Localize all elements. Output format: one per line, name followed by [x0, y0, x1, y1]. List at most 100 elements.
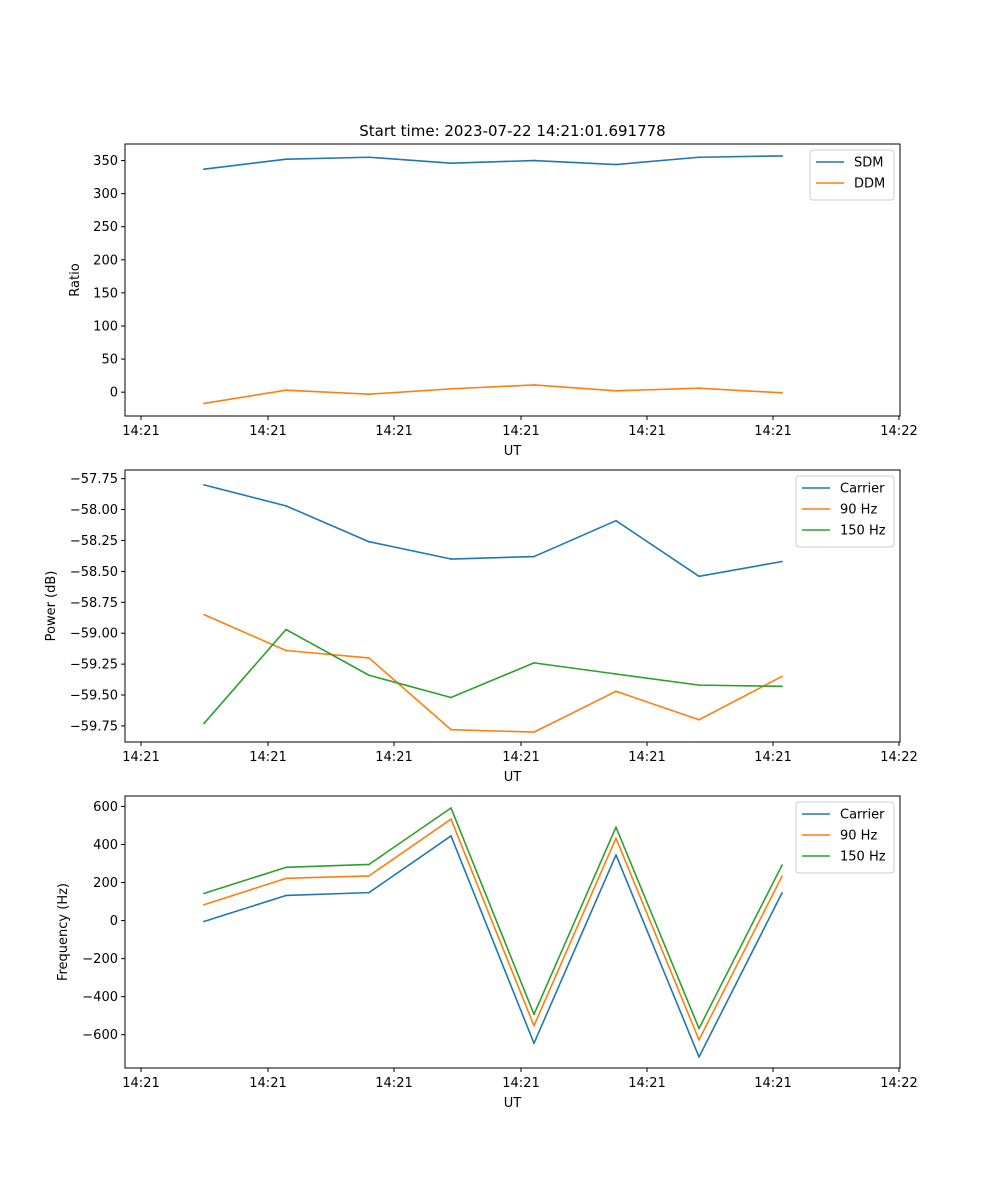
- data-point: [533, 661, 535, 664]
- y-tick-label: 0: [110, 914, 118, 929]
- x-tick-label: 14:21: [249, 1076, 286, 1091]
- x-tick-label: 14:22: [880, 424, 917, 439]
- y-tick-label: 50: [101, 353, 118, 368]
- chart-panel-3: 14:21 14:21 14:21 14:21 14:21 14:21 14:22 600 40…: [56, 795, 918, 1111]
- x-tick-label: 14:21: [122, 1076, 159, 1091]
- y-tick-label: −600: [82, 1028, 118, 1043]
- y-tick-label: 300: [93, 187, 118, 202]
- y-axis-label: Frequency (Hz): [56, 883, 71, 981]
- y-tick-label: 350: [93, 154, 118, 169]
- data-point: [781, 875, 783, 878]
- x-tick-label: 14:22: [880, 750, 917, 765]
- y-tick-label: 100: [93, 319, 118, 334]
- data-point: [285, 389, 287, 392]
- data-point: [781, 892, 783, 894]
- data-point: [368, 657, 370, 659]
- series-line-sdm: [203, 155, 783, 170]
- data-point: [450, 162, 452, 165]
- legend-label: Carrier: [840, 808, 885, 823]
- x-tick-label: 14:21: [375, 1076, 412, 1091]
- legend-label: 90 Hz: [840, 829, 877, 844]
- y-tick-label: 250: [93, 220, 118, 235]
- x-tick-label: 14:21: [754, 1076, 791, 1091]
- x-tick-label: 14:21: [502, 1076, 539, 1091]
- x-tick-label: 14:21: [122, 424, 159, 439]
- data-point: [533, 159, 535, 162]
- data-point: [698, 1056, 700, 1058]
- series-line-150-hz: [203, 628, 783, 724]
- x-axis-label: UT: [504, 1096, 522, 1111]
- data-point: [368, 540, 370, 543]
- y-tick-label: −59.25: [70, 658, 118, 673]
- y-tick-label: 400: [93, 838, 118, 853]
- data-point: [615, 163, 617, 166]
- series-line-carrier: [203, 835, 783, 1058]
- series-line-carrier: [203, 484, 783, 578]
- data-point: [533, 1013, 535, 1016]
- y-tick-label: −59.00: [70, 627, 118, 642]
- axes-frame: [124, 143, 901, 417]
- axes-frame: [124, 795, 901, 1069]
- data-point: [203, 168, 205, 171]
- data-point: [203, 920, 205, 923]
- x-tick-label: 14:21: [375, 424, 412, 439]
- data-point: [781, 685, 783, 688]
- data-point: [368, 891, 370, 894]
- legend-label: Carrier: [840, 482, 885, 497]
- data-point: [450, 728, 452, 731]
- data-point: [533, 384, 535, 386]
- axes-frame: [124, 469, 901, 743]
- chart-title: Start time: 2023-07-22 14:21:01.691778: [359, 122, 665, 140]
- data-point: [615, 690, 617, 693]
- data-point: [368, 874, 370, 877]
- y-tick-label: −57.75: [70, 472, 118, 487]
- data-point: [285, 649, 287, 652]
- data-point: [450, 558, 452, 560]
- y-tick-label: −59.75: [70, 719, 118, 734]
- data-point: [450, 696, 452, 699]
- y-tick-label: −200: [82, 952, 118, 967]
- data-point: [203, 903, 205, 906]
- legend-label: SDM: [854, 156, 883, 171]
- x-tick-label: 14:21: [628, 424, 665, 439]
- data-point: [203, 483, 205, 486]
- data-point: [450, 835, 452, 837]
- x-tick-label: 14:21: [375, 750, 412, 765]
- data-point: [698, 684, 700, 687]
- x-tick-label: 14:22: [880, 1076, 917, 1091]
- y-axis-label: Ratio: [68, 263, 83, 296]
- y-tick-label: 200: [93, 253, 118, 268]
- data-point: [615, 826, 617, 829]
- data-point: [533, 555, 535, 558]
- y-tick-label: −59.50: [70, 689, 118, 704]
- data-point: [615, 837, 617, 840]
- legend-label: 150 Hz: [840, 524, 886, 539]
- data-point: [533, 1042, 535, 1045]
- data-point: [781, 864, 783, 867]
- x-axis-label: UT: [504, 444, 522, 459]
- data-point: [615, 854, 617, 856]
- data-point: [368, 674, 370, 677]
- x-tick-label: 14:21: [502, 424, 539, 439]
- data-point: [285, 877, 287, 880]
- y-tick-label: −400: [82, 990, 118, 1005]
- data-point: [368, 393, 370, 396]
- series-line-150-hz: [203, 807, 783, 1030]
- data-point: [781, 560, 783, 563]
- data-point: [368, 863, 370, 866]
- x-tick-label: 14:21: [122, 750, 159, 765]
- x-tick-label: 14:21: [628, 1076, 665, 1091]
- data-point: [533, 731, 535, 734]
- x-axis-label: UT: [504, 770, 522, 785]
- series-line-ddm: [203, 384, 783, 405]
- x-tick-label: 14:21: [502, 750, 539, 765]
- data-point: [781, 675, 783, 678]
- chart-panel-2: 14:21 14:21 14:21 14:21 14:21 14:21 14:22 −57.7…: [44, 469, 918, 785]
- data-point: [285, 894, 287, 897]
- y-tick-label: −58.50: [70, 565, 118, 580]
- data-point: [285, 158, 287, 161]
- data-point: [285, 628, 287, 631]
- y-tick-label: −58.75: [70, 596, 118, 611]
- data-point: [450, 818, 452, 821]
